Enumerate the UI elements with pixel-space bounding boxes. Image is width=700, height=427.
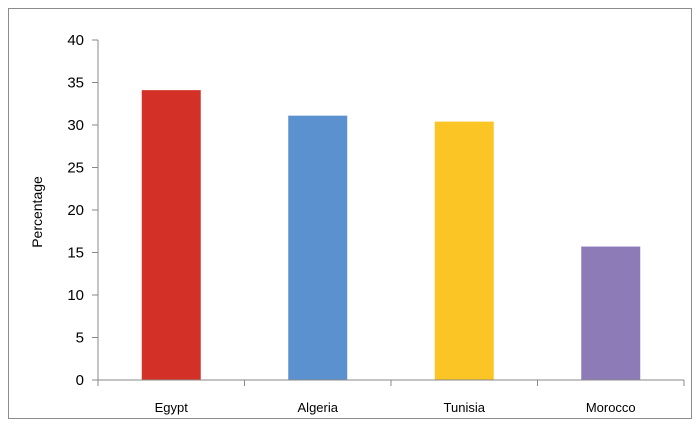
x-axis-labels: Egypt Algeria Tunisia Morocco xyxy=(155,400,636,415)
y-tick-label: 20 xyxy=(67,202,84,219)
y-tick-label: 25 xyxy=(67,160,84,177)
x-axis-tick-marks xyxy=(97,380,685,386)
y-tick-label: 15 xyxy=(67,245,84,262)
bar-algeria xyxy=(288,115,348,381)
y-tick-label: 35 xyxy=(67,75,84,92)
y-tick-label: 40 xyxy=(67,32,84,49)
y-tick-label: 5 xyxy=(76,330,84,347)
x-category-label: Egypt xyxy=(155,400,189,415)
y-axis-title: Percentage xyxy=(29,176,45,248)
y-axis-ticks: 0 5 10 15 20 25 30 35 40 xyxy=(67,32,98,389)
y-tick-label: 30 xyxy=(67,117,84,134)
bar-tunisia xyxy=(434,121,494,380)
chart-border xyxy=(8,8,692,419)
bar-egypt xyxy=(141,90,201,381)
x-category-label: Algeria xyxy=(298,400,339,415)
y-tick-label: 0 xyxy=(76,372,84,389)
x-category-label: Tunisia xyxy=(444,400,486,415)
bars xyxy=(141,90,641,381)
y-tick-label: 10 xyxy=(67,287,84,304)
bar-morocco xyxy=(581,246,641,380)
x-category-label: Morocco xyxy=(586,400,636,415)
